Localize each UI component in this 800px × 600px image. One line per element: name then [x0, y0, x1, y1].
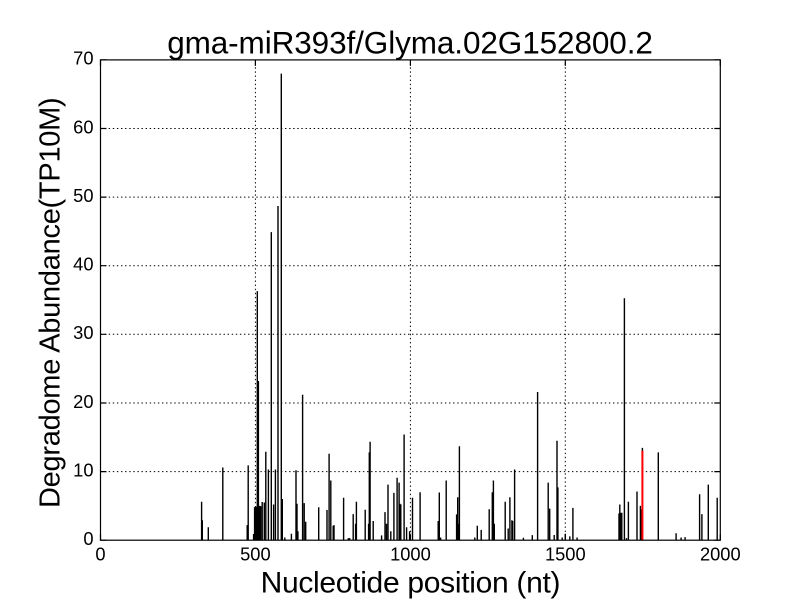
svg-text:10: 10: [73, 459, 93, 480]
svg-text:0: 0: [83, 528, 93, 549]
svg-text:2000: 2000: [700, 544, 741, 565]
svg-text:20: 20: [73, 391, 93, 412]
svg-text:gma-miR393f/Glyma.02G152800.2: gma-miR393f/Glyma.02G152800.2: [167, 25, 653, 61]
svg-text:Degradome Abundance(TP10M): Degradome Abundance(TP10M): [35, 98, 67, 509]
svg-text:40: 40: [73, 254, 93, 275]
svg-text:30: 30: [73, 322, 93, 343]
svg-text:1000: 1000: [390, 544, 431, 565]
svg-text:Nucleotide position (nt): Nucleotide position (nt): [261, 567, 561, 600]
svg-text:60: 60: [73, 116, 93, 137]
svg-text:0: 0: [95, 544, 105, 565]
svg-text:50: 50: [73, 185, 93, 206]
svg-text:500: 500: [240, 544, 271, 565]
svg-text:70: 70: [73, 48, 93, 69]
svg-text:1500: 1500: [545, 544, 586, 565]
